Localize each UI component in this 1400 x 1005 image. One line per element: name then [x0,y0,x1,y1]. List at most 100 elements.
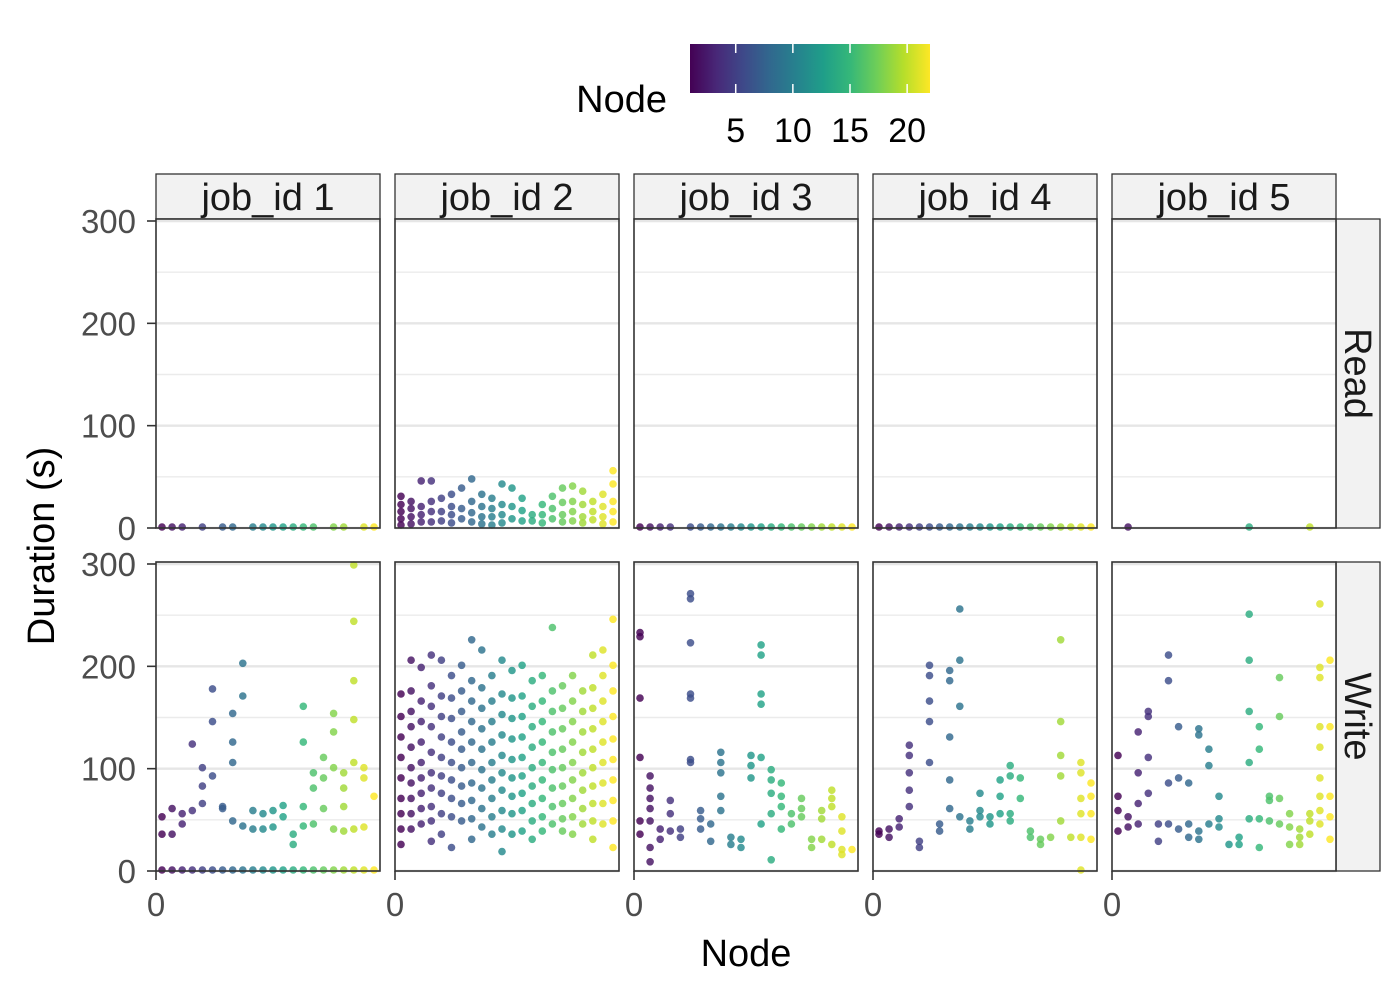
data-point [905,523,914,531]
data-point [350,676,358,685]
data-point [417,774,426,782]
data-point [488,494,496,503]
data-point [599,490,607,499]
data-point [848,523,856,531]
data-point [538,794,547,803]
data-point [498,806,506,815]
data-point [589,745,597,753]
data-point [360,823,368,831]
data-point [1087,792,1095,801]
data-point [168,804,176,813]
data-point [350,561,358,569]
data-point [397,774,405,782]
data-point [1036,840,1045,849]
data-point [407,707,415,716]
data-point [498,751,506,760]
data-point [488,830,496,838]
data-point [578,804,587,813]
data-point [188,806,197,815]
data-point [457,661,466,670]
data-point [757,700,765,708]
panel-background [634,219,858,528]
data-point [457,817,466,825]
data-point [717,523,725,531]
data-point [299,822,308,830]
data-point [417,804,426,813]
data-point [488,671,496,680]
data-point [299,523,308,531]
data-point [228,709,237,718]
data-point [727,840,735,849]
data-point [1285,840,1294,849]
data-point [437,753,446,762]
data-point [350,866,358,874]
data-point [208,717,217,726]
y-tick-label: 0 [118,853,136,890]
data-point [976,813,984,821]
data-point [568,697,577,705]
data-point [1087,835,1095,844]
data-point [599,697,607,705]
data-point [158,830,166,838]
data-point [437,772,446,780]
data-point [437,656,446,664]
data-point [885,523,893,531]
data-point [417,663,426,672]
data-point [1235,833,1243,842]
data-point [467,497,476,506]
data-point [656,835,664,844]
data-point [339,784,348,792]
data-point [417,510,426,519]
data-point [289,830,298,838]
data-point [717,748,725,757]
data-point [956,656,964,664]
data-point [1245,707,1253,716]
data-point [558,518,567,526]
data-point [609,615,617,624]
data-point [208,685,217,693]
data-point [1275,712,1284,721]
data-point [498,769,506,777]
colorbar-ticks: 5 10 15 20 [726,44,926,150]
data-point [875,830,883,838]
data-point [299,866,308,874]
data-point [777,779,786,787]
data-point [239,866,247,874]
data-point [228,738,237,746]
data-point [548,623,557,632]
data-point [589,763,597,772]
data-point [397,753,405,762]
data-point [609,817,617,825]
data-point [478,704,486,713]
data-point [945,733,954,741]
data-point [518,517,526,525]
data-point [568,758,577,767]
data-point [407,722,415,731]
facet-panel [634,562,858,873]
data-point [208,866,217,874]
facet-panel [156,219,380,530]
data-point [548,765,557,774]
data-point [925,671,934,680]
data-point [309,523,318,531]
data-point [558,682,567,690]
data-point [1077,794,1085,803]
data-point [548,820,557,828]
data-point [478,502,486,511]
panel-border [394,561,620,872]
data-point [518,712,526,721]
y-tick-label: 200 [81,648,136,685]
data-point [467,518,476,526]
data-point [1056,751,1065,760]
data-point [706,523,715,531]
data-point [488,504,496,513]
panel-border [633,561,859,872]
data-point [905,741,914,749]
data-point [548,728,557,736]
data-point [437,830,446,838]
data-point [956,813,964,821]
data-point [676,825,685,833]
point-series [1124,523,1314,531]
data-point [397,521,405,529]
data-point [1077,809,1085,818]
